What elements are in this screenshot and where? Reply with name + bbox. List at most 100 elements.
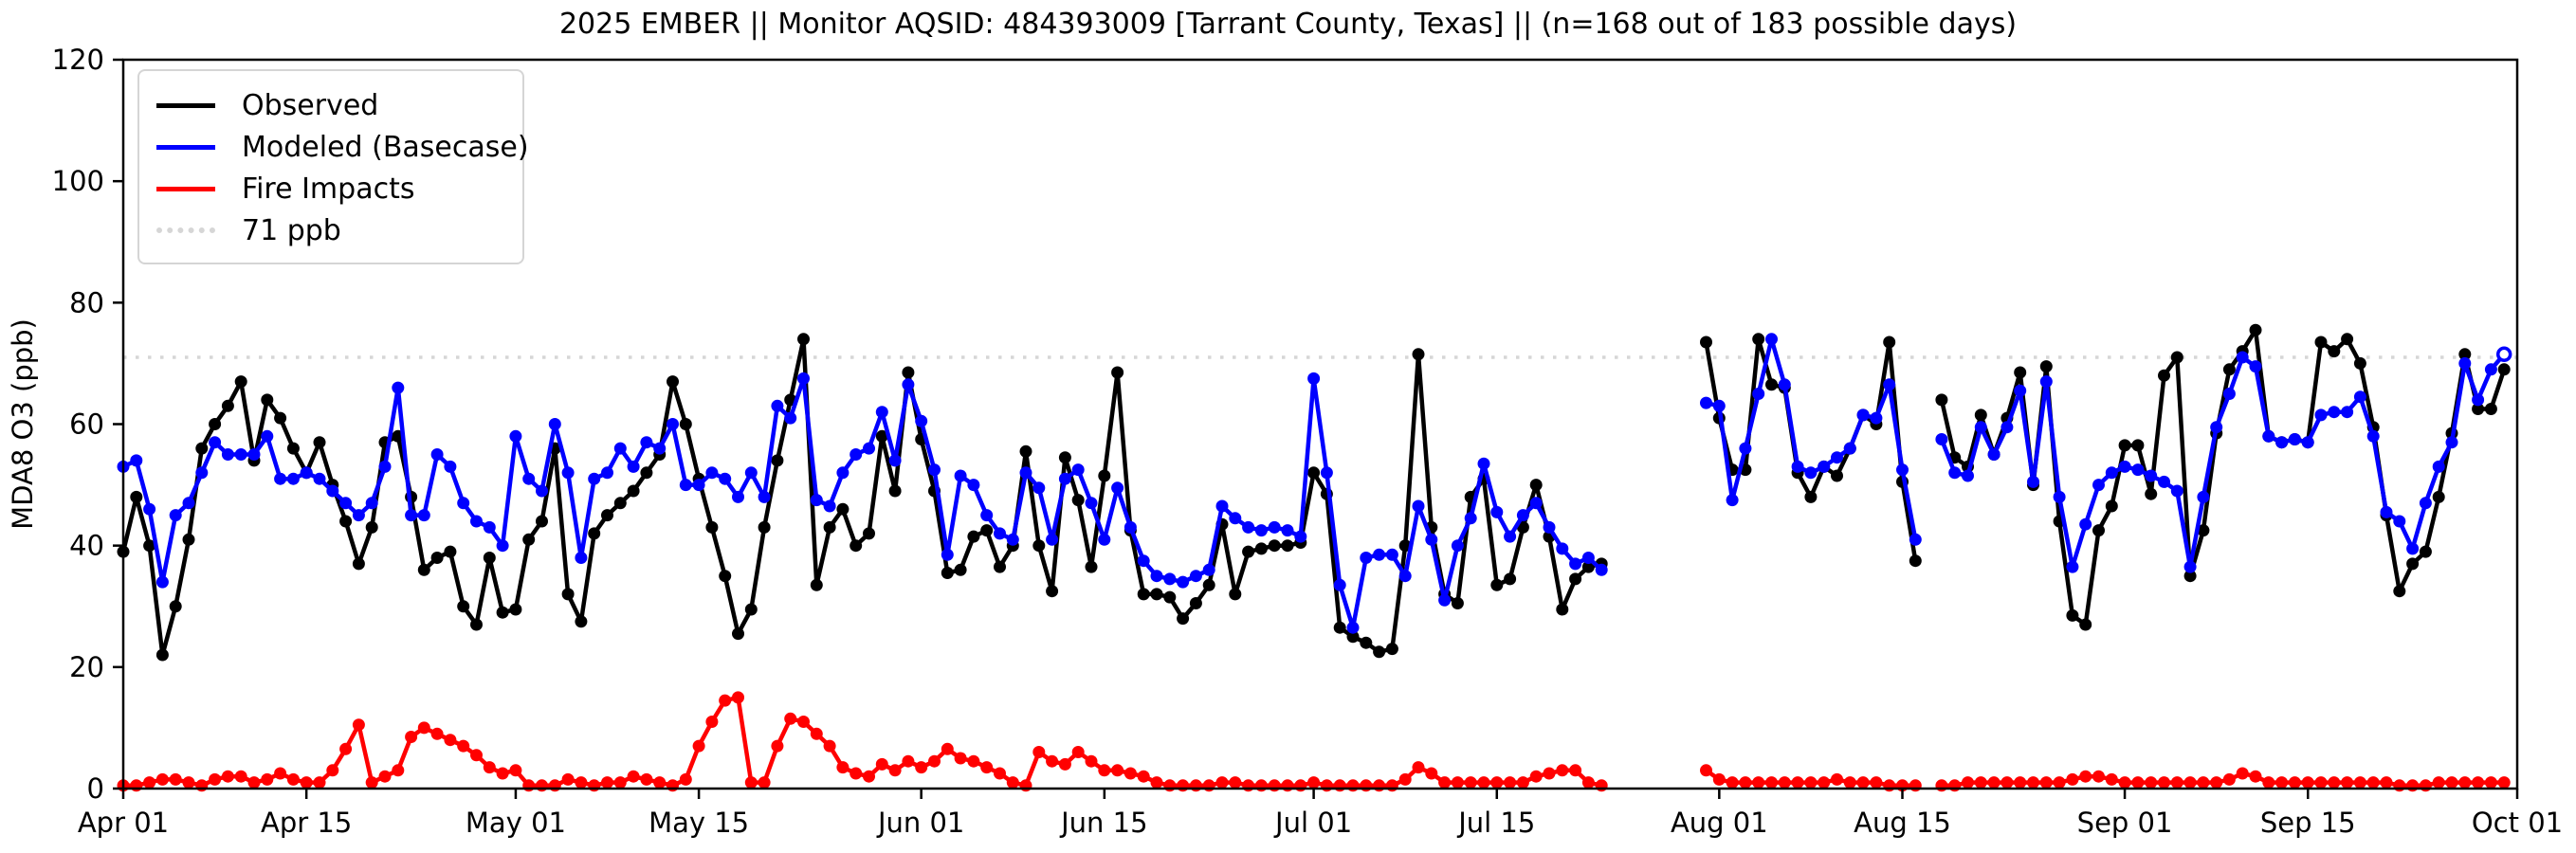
data-point-observed [1909, 554, 1922, 568]
data-point-observed [1189, 597, 1202, 609]
data-point-fire-impacts [1856, 776, 1870, 789]
data-point-modeled-basecase- [326, 484, 339, 498]
data-point-fire-impacts [2393, 779, 2406, 792]
data-point-modeled-basecase- [1202, 563, 1215, 576]
data-point-observed [1412, 348, 1425, 361]
data-point-fire-impacts [823, 739, 836, 753]
data-point-observed [365, 520, 378, 534]
fire-legend-line [156, 186, 215, 191]
data-point-modeled-basecase- [1581, 552, 1595, 564]
data-point-observed [941, 567, 954, 579]
data-point-modeled-basecase- [417, 509, 430, 522]
data-point-fire-impacts [1412, 761, 1425, 774]
data-point-modeled-basecase- [1962, 469, 1974, 482]
data-point-observed [888, 484, 902, 498]
data-point-modeled-basecase- [653, 442, 667, 455]
data-point-modeled-basecase- [2419, 497, 2432, 510]
data-point-modeled-basecase- [221, 448, 234, 461]
data-point-observed [2170, 351, 2183, 364]
data-point-modeled-basecase- [522, 472, 536, 485]
data-point-fire-impacts [2053, 776, 2066, 789]
data-point-observed [758, 520, 771, 534]
data-point-modeled-basecase- [1948, 466, 1962, 480]
data-point-modeled-basecase- [2262, 429, 2275, 443]
data-point-modeled-basecase- [613, 442, 627, 455]
data-point-fire-impacts [1398, 772, 1412, 786]
data-point-fire-impacts [1818, 776, 1831, 789]
data-point-fire-impacts [1935, 779, 1948, 792]
data-point-modeled-basecase- [797, 372, 810, 385]
data-point-modeled-basecase- [994, 527, 1006, 540]
data-point-observed [1281, 539, 1294, 553]
data-point-fire-impacts [2366, 776, 2380, 789]
data-point-observed [601, 509, 613, 522]
data-point-observed [261, 393, 274, 407]
data-point-observed [875, 429, 888, 443]
data-point-fire-impacts [2158, 776, 2170, 789]
data-point-observed [1935, 393, 1948, 407]
data-point-modeled-basecase- [1346, 621, 1360, 634]
data-point-modeled-basecase- [234, 448, 247, 461]
data-point-observed [1202, 578, 1215, 591]
data-point-fire-impacts [928, 754, 941, 768]
data-point-modeled-basecase- [1163, 572, 1177, 586]
data-point-fire-impacts [2118, 776, 2131, 789]
data-point-observed [457, 600, 470, 613]
data-point-modeled-basecase- [1137, 554, 1150, 568]
data-point-fire-impacts [2445, 776, 2458, 789]
data-point-observed [1504, 572, 1517, 586]
data-point-fire-impacts [1569, 764, 1582, 777]
data-point-modeled-basecase- [2053, 490, 2066, 503]
y-tick-label: 40 [69, 530, 104, 562]
data-point-modeled-basecase- [902, 378, 915, 391]
data-point-fire-impacts [1909, 779, 1922, 792]
data-point-fire-impacts [1163, 779, 1177, 792]
data-point-fire-impacts [2027, 776, 2039, 789]
data-point-modeled-basecase- [1098, 533, 1111, 546]
data-point-modeled-basecase- [2039, 375, 2053, 389]
legend: Observed Modeled (Basecase) Fire Impacts 71… [137, 69, 529, 264]
data-point-observed [1242, 545, 1255, 558]
data-point-fire-impacts [836, 761, 850, 774]
data-point-observed [2039, 360, 2053, 373]
data-point-observed [2484, 403, 2497, 415]
data-point-observed [234, 375, 247, 389]
data-point-observed [1974, 408, 1987, 422]
data-point-modeled-basecase- [2495, 346, 2512, 363]
x-tick-label: Jul 15 [1456, 807, 1535, 839]
data-point-observed [1490, 578, 1504, 591]
data-point-modeled-basecase- [2131, 463, 2145, 477]
data-point-fire-impacts [601, 776, 613, 789]
data-point-modeled-basecase- [1111, 481, 1124, 495]
data-point-fire-impacts [1556, 764, 1569, 777]
data-point-observed [771, 454, 784, 467]
data-point-modeled-basecase- [1385, 548, 1398, 561]
data-point-fire-impacts [915, 761, 928, 774]
data-point-fire-impacts [1320, 779, 1333, 792]
data-point-observed [2131, 439, 2145, 452]
legend-label: Observed [242, 88, 379, 122]
data-point-modeled-basecase- [1058, 472, 1071, 485]
data-point-modeled-basecase- [405, 509, 418, 522]
data-point-observed [417, 563, 430, 576]
data-point-modeled-basecase- [2406, 542, 2420, 555]
data-point-observed [1333, 621, 1346, 634]
data-point-fire-impacts [457, 739, 470, 753]
data-point-observed [980, 524, 994, 537]
data-point-observed [705, 520, 719, 534]
data-point-modeled-basecase- [719, 472, 732, 485]
data-point-fire-impacts [1987, 776, 2001, 789]
data-point-modeled-basecase- [457, 497, 470, 510]
data-point-modeled-basecase- [601, 466, 613, 480]
data-point-observed [182, 533, 195, 546]
data-point-fire-impacts [1360, 779, 1373, 792]
data-point-observed [588, 527, 601, 540]
data-point-fire-impacts [863, 770, 875, 783]
data-point-fire-impacts [1046, 754, 1059, 768]
data-point-modeled-basecase- [1791, 460, 1804, 473]
data-point-modeled-basecase- [496, 539, 509, 553]
legend-item-71-ppb: 71 ppb [156, 209, 505, 251]
data-point-observed [483, 552, 496, 564]
data-point-modeled-basecase- [247, 448, 261, 461]
data-point-observed [2118, 439, 2131, 452]
